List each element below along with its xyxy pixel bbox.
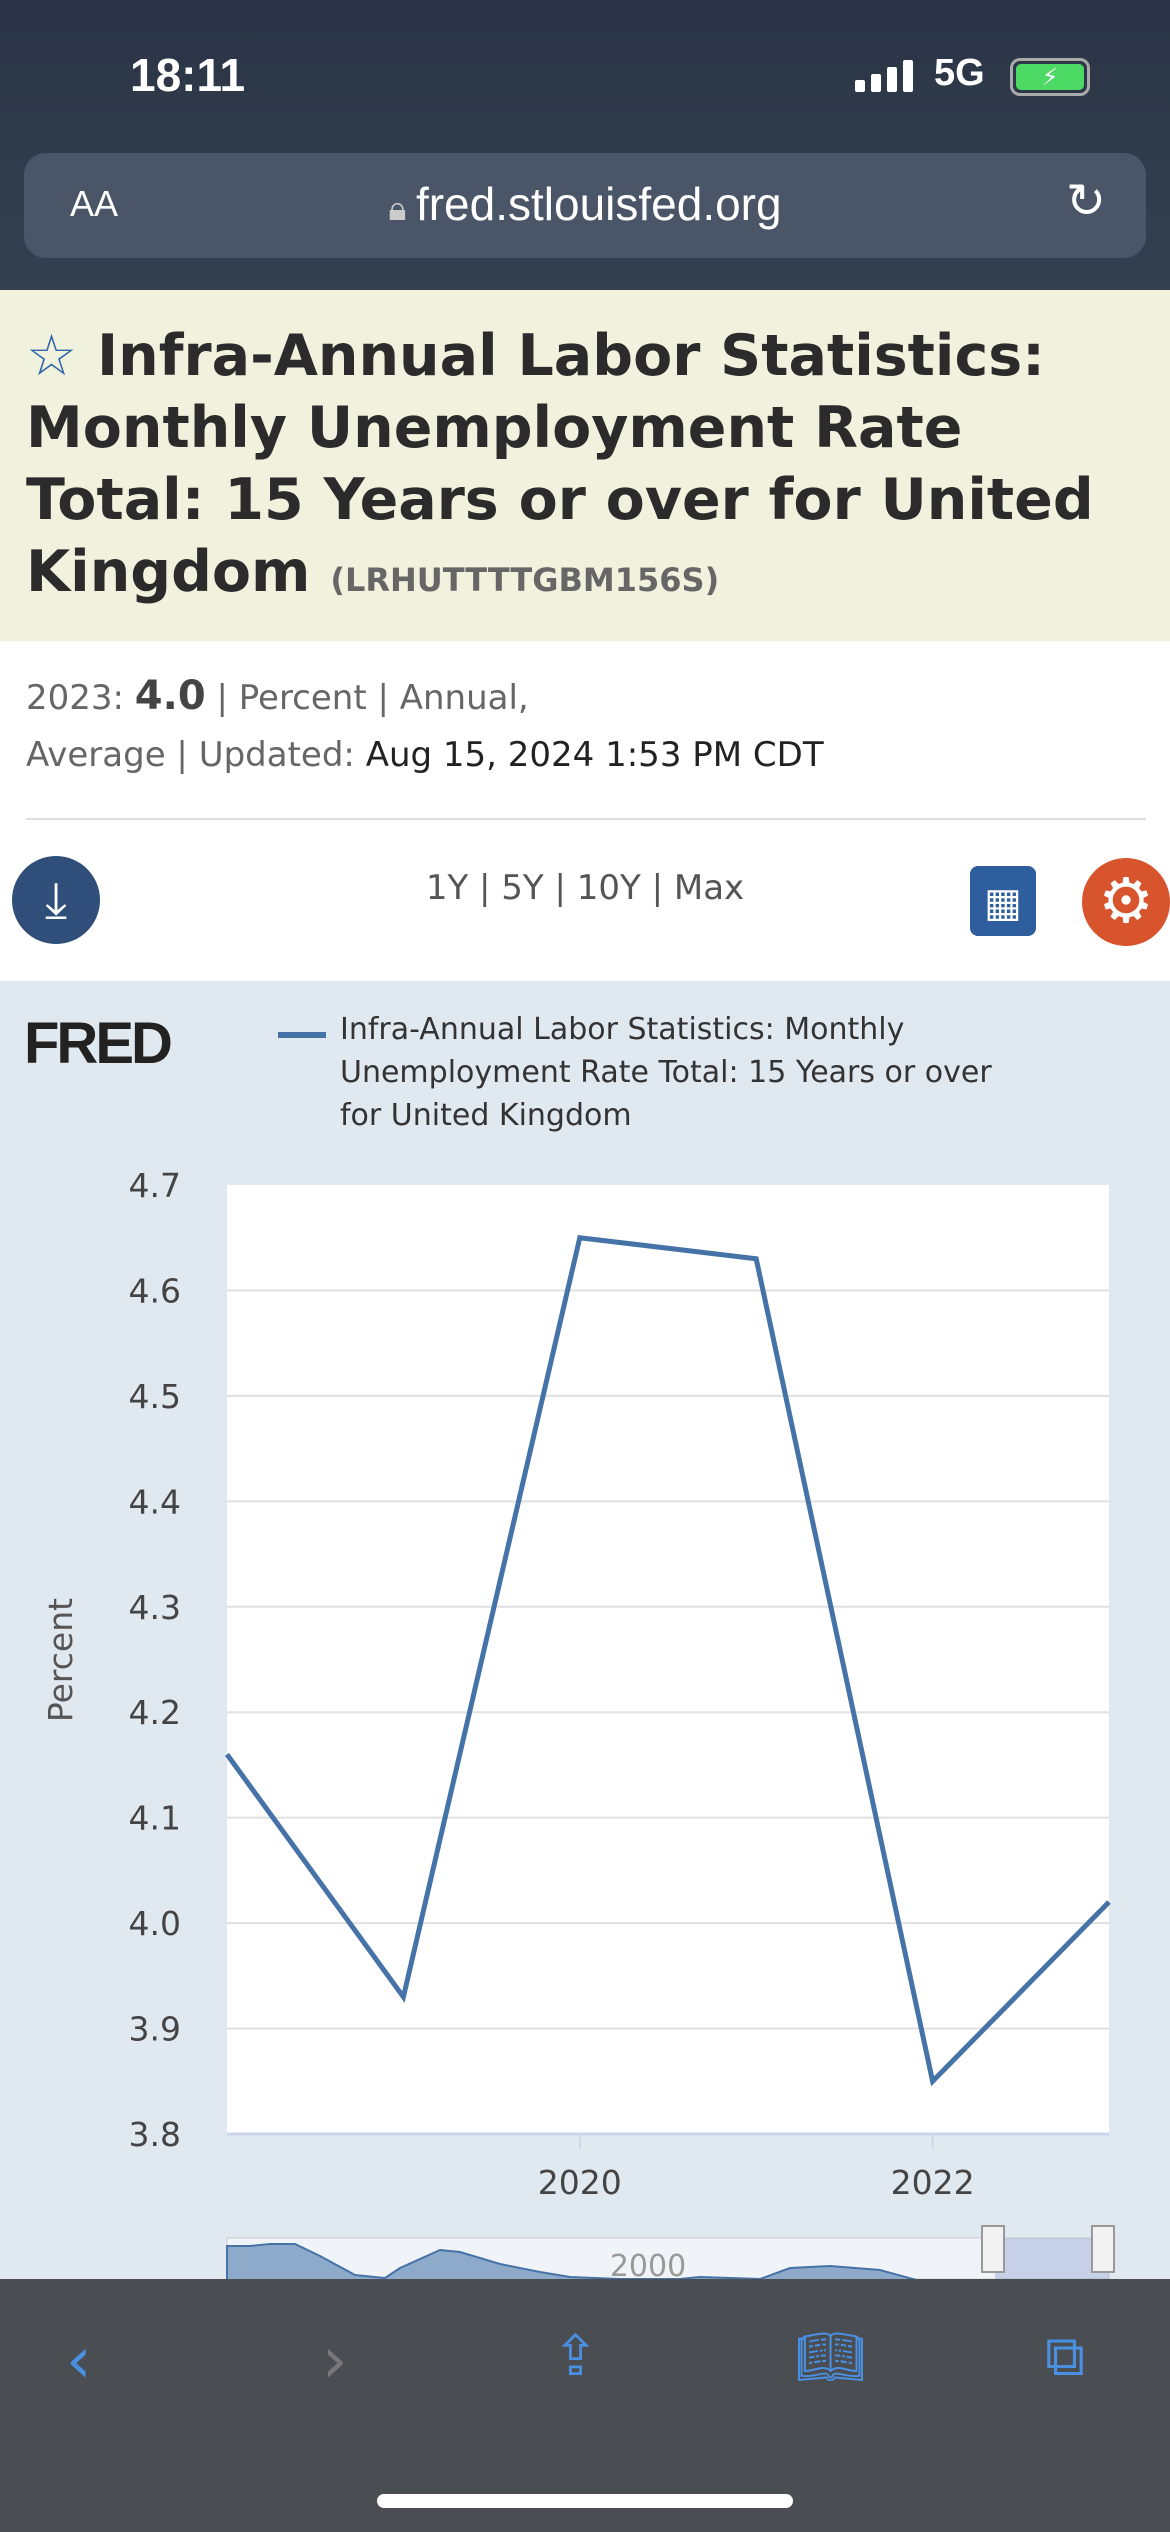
signal-icon <box>855 60 913 92</box>
network-type: 5G <box>934 52 985 94</box>
x-tick-label: 2020 <box>538 2163 622 2202</box>
navigator-handle-left[interactable] <box>981 2225 1005 2273</box>
navigator-window <box>995 2238 1109 2279</box>
y-tick-label: 4.2 <box>129 1693 181 1732</box>
latest-value: 4.0 <box>134 673 206 719</box>
plot-area <box>227 1185 1109 2134</box>
updated-date: Aug 15, 2024 1:53 PM CDT <box>365 735 824 775</box>
fred-logo: FRED <box>24 1011 173 1076</box>
y-tick-label: 3.9 <box>129 2010 181 2049</box>
lock-icon: 🔒︎ <box>388 190 416 228</box>
legend-swatch <box>278 1032 326 1038</box>
y-axis-label: Percent <box>41 1598 80 1722</box>
download-button[interactable]: ⤓ <box>12 856 100 944</box>
download-icon: ⤓ <box>44 871 68 929</box>
y-tick-label: 4.6 <box>129 1271 181 1310</box>
url-text[interactable]: fred.stlouisfed.org <box>415 178 782 230</box>
y-tick-label: 4.0 <box>129 1904 181 1943</box>
y-tick-label: 4.4 <box>129 1482 181 1521</box>
navigator-handle-right[interactable] <box>1091 2225 1115 2273</box>
home-indicator <box>377 2494 793 2508</box>
legend-label: Infra-Annual Labor Statistics: Monthly U… <box>340 1012 992 1133</box>
navigator <box>226 2237 1110 2280</box>
y-tick-label: 3.8 <box>129 2115 181 2154</box>
star-icon[interactable]: ☆ <box>26 323 78 389</box>
series-id: (LRHUTTTTGBM156S) <box>330 561 720 599</box>
reader-settings-button[interactable]: AA <box>70 183 119 224</box>
series-header: ☆ Infra-Annual Labor Statistics: Monthly… <box>0 290 1170 641</box>
gear-icon: ⚙ <box>1098 864 1154 937</box>
navigator-label: 2000 <box>610 2249 686 2284</box>
browser-toolbar: ‹ › ⇪ 📖︎ ⧉ <box>0 2279 1170 2532</box>
series-meta: 2023: 4.0 | Percent | Annual, Average | … <box>26 668 1126 784</box>
aggregation: Average | Updated: <box>26 735 355 775</box>
x-tick-label: 2022 <box>891 2163 975 2202</box>
share-icon[interactable]: ⇪ <box>552 2324 599 2389</box>
year-label: 2023: <box>26 678 124 718</box>
bookmarks-icon[interactable]: 📖︎ <box>795 2325 867 2390</box>
status-bar: 18:11 5G ⚡ AA 🔒︎ fred.stlouisfed.org ↻ <box>0 0 1170 290</box>
calendar-button[interactable]: ▦ <box>970 866 1036 936</box>
date-range-links[interactable]: 1Y | 5Y | 10Y | Max <box>425 868 745 908</box>
calendar-icon: ▦ <box>984 880 1022 926</box>
battery-icon: ⚡ <box>1010 58 1090 96</box>
navigator-series <box>226 2243 921 2282</box>
divider <box>26 818 1146 820</box>
y-tick-label: 4.3 <box>129 1588 181 1627</box>
clock: 18:11 <box>130 49 246 101</box>
y-tick-label: 4.7 <box>129 1166 181 1205</box>
tabs-icon[interactable]: ⧉ <box>1045 2324 1085 2389</box>
units: | Percent | Annual, <box>216 678 529 718</box>
forward-icon[interactable]: › <box>322 2324 348 2398</box>
settings-button[interactable]: ⚙ <box>1082 858 1170 946</box>
reload-icon[interactable]: ↻ <box>1065 173 1106 229</box>
series-line <box>224 1234 1111 2087</box>
address-bar[interactable]: AA 🔒︎ fred.stlouisfed.org ↻ <box>24 153 1146 258</box>
back-icon[interactable]: ‹ <box>66 2324 92 2398</box>
page-title: Infra-Annual Labor Statistics: Monthly U… <box>26 323 1094 605</box>
y-tick-label: 4.1 <box>129 1799 181 1838</box>
y-tick-label: 4.5 <box>129 1377 181 1416</box>
